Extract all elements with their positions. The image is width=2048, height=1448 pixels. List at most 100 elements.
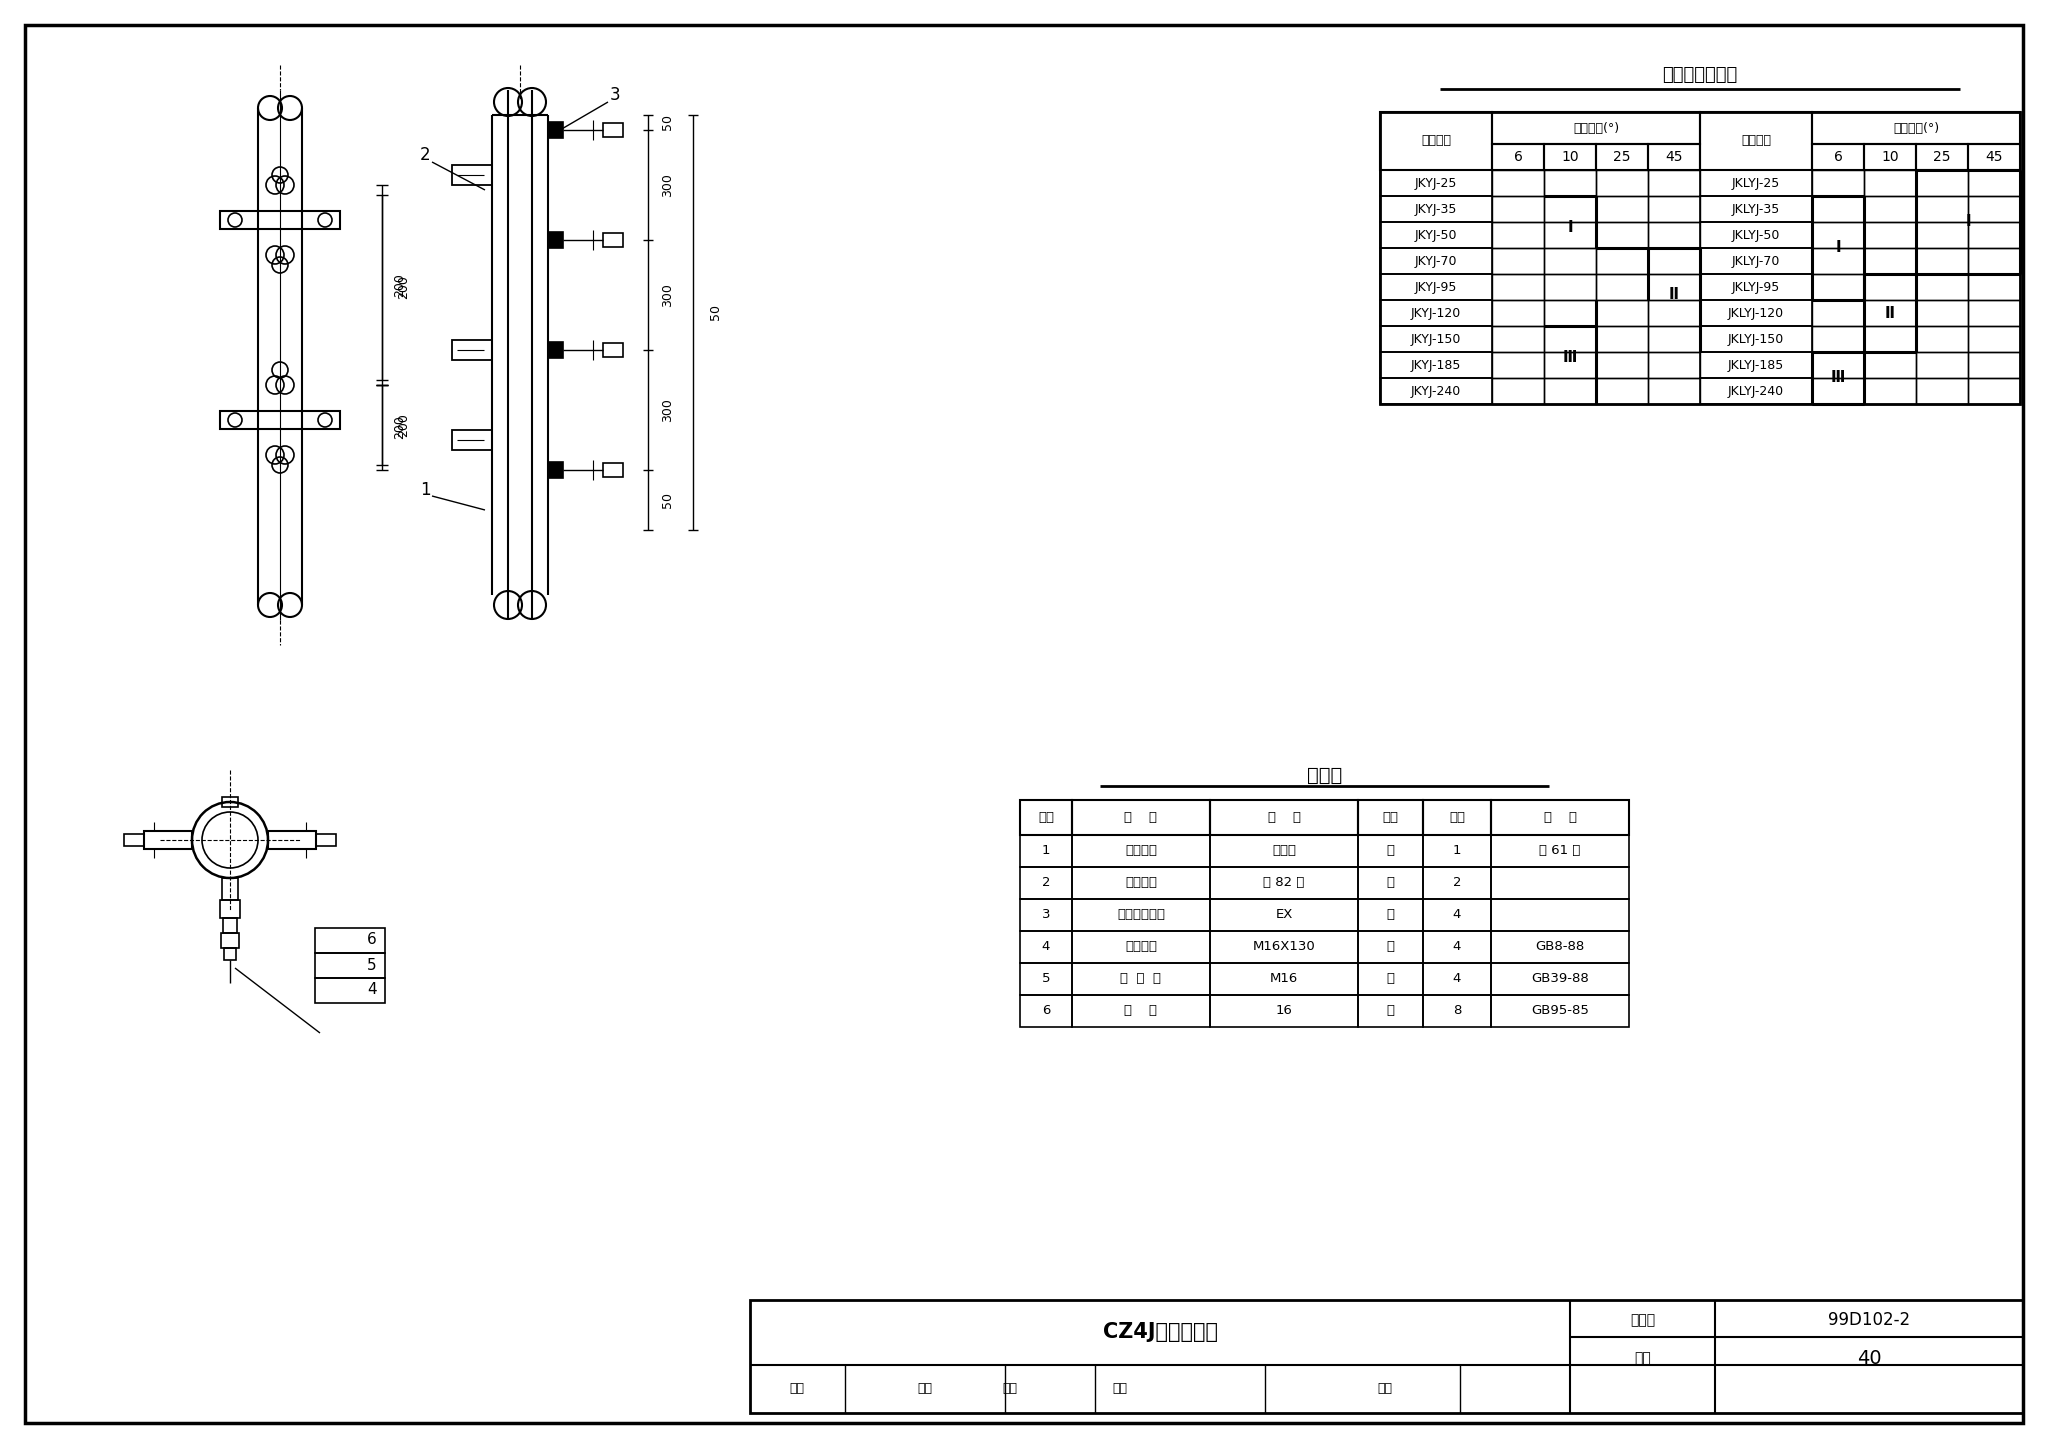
Text: 导线规格: 导线规格 — [1741, 135, 1772, 148]
Text: 2: 2 — [420, 146, 430, 164]
Bar — [221, 796, 238, 807]
Bar — [1595, 195, 1649, 222]
Bar — [1864, 274, 1917, 300]
Text: 单位: 单位 — [1382, 811, 1399, 824]
Text: 个: 个 — [1386, 1005, 1395, 1018]
Text: CZ4J横担组装图: CZ4J横担组装图 — [1102, 1322, 1217, 1342]
Text: 25: 25 — [1933, 151, 1952, 164]
Bar — [1812, 274, 1864, 300]
Bar — [549, 122, 563, 138]
Bar — [315, 834, 336, 846]
Text: 图集号: 图集号 — [1630, 1313, 1655, 1326]
Text: JKLYJ-35: JKLYJ-35 — [1733, 203, 1780, 216]
Bar — [1020, 799, 1071, 835]
Bar — [315, 977, 385, 1003]
Text: Ⅲ: Ⅲ — [1831, 371, 1845, 385]
Bar — [1493, 169, 1544, 195]
Text: 序号: 序号 — [1038, 811, 1055, 824]
Bar — [1595, 248, 1649, 274]
Bar — [219, 211, 340, 229]
Bar — [1493, 248, 1544, 274]
Bar — [1210, 835, 1358, 867]
Text: 10: 10 — [1882, 151, 1898, 164]
Bar — [1700, 326, 1812, 352]
Text: 16: 16 — [1276, 1005, 1292, 1018]
Bar — [1812, 300, 1864, 326]
Bar — [219, 901, 240, 918]
Bar — [1917, 274, 1968, 300]
Text: JKYJ-240: JKYJ-240 — [1411, 385, 1460, 398]
Text: JKYJ-50: JKYJ-50 — [1415, 229, 1458, 242]
Text: M16: M16 — [1270, 973, 1298, 986]
Bar — [1864, 143, 1917, 169]
Bar — [1423, 963, 1491, 995]
Bar — [1700, 352, 1812, 378]
Bar — [315, 928, 385, 953]
Bar — [1423, 835, 1491, 867]
Text: 50: 50 — [662, 114, 674, 130]
Text: 4: 4 — [367, 983, 377, 998]
Text: Ⅰ: Ⅰ — [1835, 240, 1841, 255]
Bar — [143, 831, 193, 849]
Text: JKLYJ-150: JKLYJ-150 — [1729, 333, 1784, 346]
Bar — [1380, 326, 1493, 352]
Bar — [1649, 195, 1700, 222]
Bar — [1491, 995, 1628, 1027]
Text: 付: 付 — [1386, 876, 1395, 889]
Bar — [1649, 274, 1700, 300]
Text: 垫    圈: 垫 圈 — [1124, 1005, 1157, 1018]
Bar — [453, 340, 492, 361]
Bar — [1917, 248, 1968, 274]
Bar — [1380, 222, 1493, 248]
Bar — [750, 1300, 2023, 1413]
Text: 10: 10 — [1561, 151, 1579, 164]
Bar — [1917, 326, 1968, 352]
Text: JKLYJ-240: JKLYJ-240 — [1729, 385, 1784, 398]
Bar — [1917, 222, 1968, 248]
Text: JKLYJ-25: JKLYJ-25 — [1733, 177, 1780, 190]
Bar — [1423, 995, 1491, 1027]
Text: JKYJ-120: JKYJ-120 — [1411, 307, 1460, 320]
Bar — [1864, 352, 1917, 378]
Text: JKYJ-150: JKYJ-150 — [1411, 333, 1460, 346]
Text: 2: 2 — [1452, 876, 1462, 889]
Bar — [1700, 111, 1812, 169]
Text: JKLYJ-95: JKLYJ-95 — [1733, 281, 1780, 294]
Bar — [1649, 378, 1700, 404]
Bar — [1917, 195, 1968, 222]
Bar — [1210, 995, 1358, 1027]
Text: 6: 6 — [1513, 151, 1522, 164]
Bar — [1595, 143, 1649, 169]
Text: 300: 300 — [662, 174, 674, 197]
Bar — [1210, 963, 1358, 995]
Bar — [1700, 169, 1812, 195]
Bar — [1649, 248, 1700, 274]
Text: 个: 个 — [1386, 941, 1395, 953]
Bar — [1071, 799, 1210, 835]
Bar — [1917, 300, 1968, 326]
Text: 制图: 制图 — [1378, 1383, 1393, 1396]
Bar — [1380, 111, 2019, 404]
Bar — [549, 232, 563, 248]
Bar — [1968, 378, 2019, 404]
Text: 见 61 页: 见 61 页 — [1540, 844, 1581, 857]
Bar — [1812, 111, 2019, 143]
Bar — [1700, 274, 1812, 300]
Bar — [223, 948, 236, 960]
Bar — [1380, 274, 1493, 300]
Bar — [1493, 326, 1544, 352]
Text: 名    称: 名 称 — [1124, 811, 1157, 824]
Text: 200: 200 — [393, 274, 406, 297]
Bar — [549, 462, 563, 478]
Text: EX: EX — [1276, 908, 1292, 921]
Bar — [602, 123, 623, 138]
Bar — [1864, 248, 1917, 274]
Text: 3: 3 — [1042, 908, 1051, 921]
Bar — [453, 165, 492, 185]
Bar — [1917, 378, 1968, 404]
Bar — [1968, 248, 2019, 274]
Bar — [1491, 835, 1628, 867]
Bar — [1071, 867, 1210, 899]
Bar — [1358, 835, 1423, 867]
Text: JKYJ-70: JKYJ-70 — [1415, 255, 1458, 268]
